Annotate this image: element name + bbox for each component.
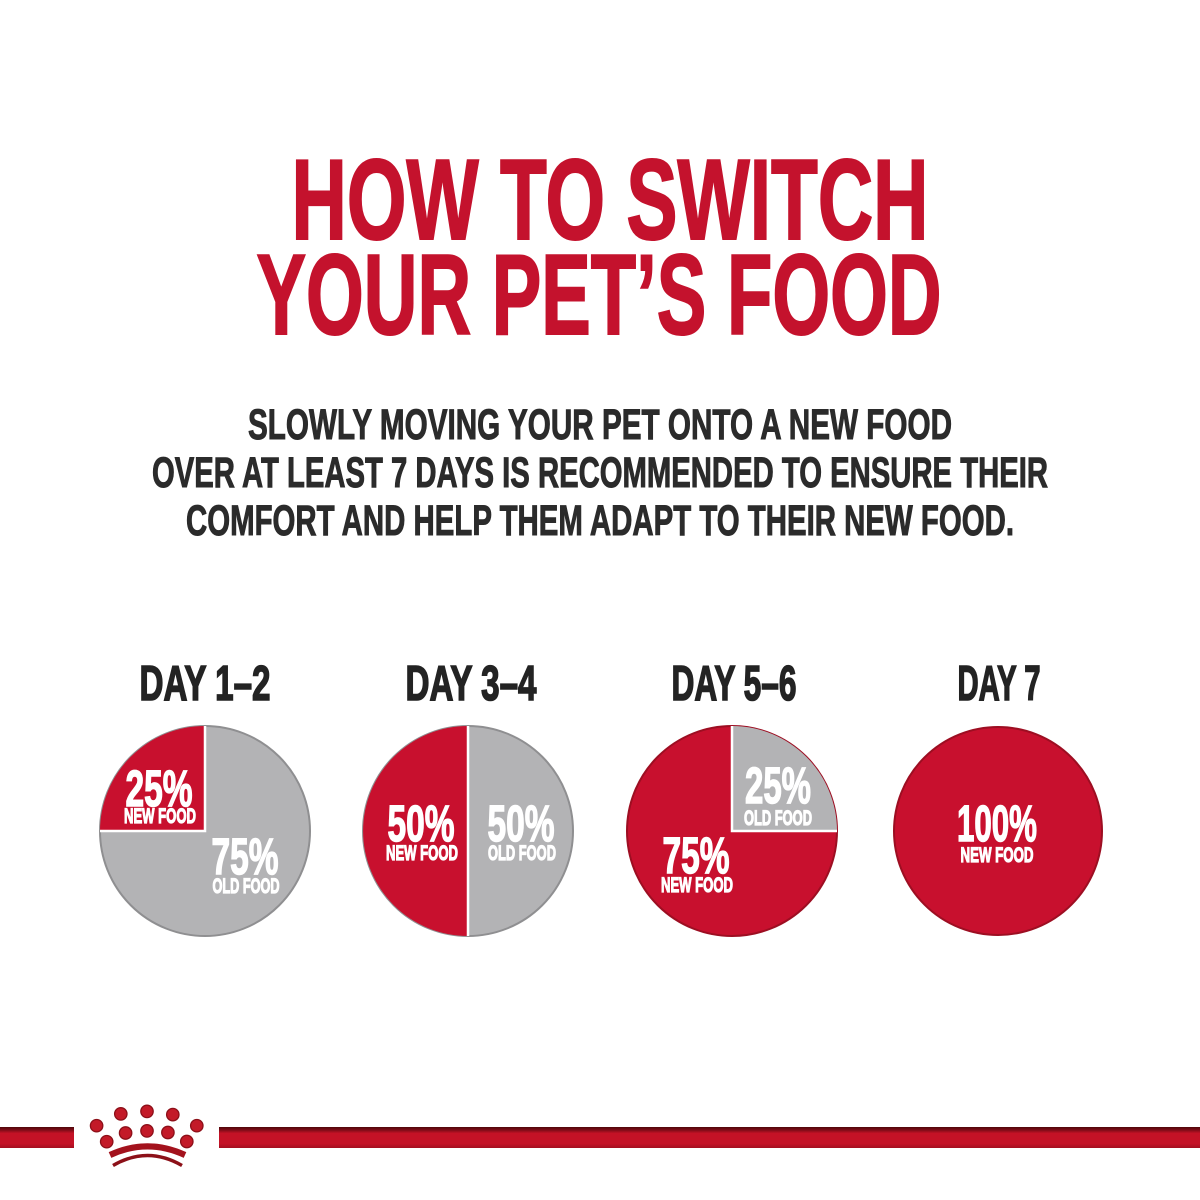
svg-text:COMFORT AND HELP THEM ADAPT TO: COMFORT AND HELP THEM ADAPT TO THEIR NEW… — [186, 497, 1014, 545]
svg-text:NEW FOOD: NEW FOOD — [661, 874, 733, 897]
svg-text:NEW FOOD: NEW FOOD — [124, 805, 196, 828]
svg-text:OLD FOOD: OLD FOOD — [488, 842, 556, 865]
svg-text:75%: 75% — [663, 827, 730, 884]
svg-text:YOUR PET’S FOOD: YOUR PET’S FOOD — [257, 232, 942, 359]
svg-text:25%: 25% — [126, 760, 193, 817]
svg-text:NEW FOOD: NEW FOOD — [961, 844, 1034, 867]
svg-text:DAY 1–2: DAY 1–2 — [140, 657, 271, 711]
svg-text:OLD FOOD: OLD FOOD — [744, 807, 812, 830]
svg-text:SLOWLY MOVING YOUR PET ONTO A: SLOWLY MOVING YOUR PET ONTO A NEW FOOD — [248, 401, 952, 449]
svg-text:DAY 7: DAY 7 — [958, 657, 1041, 711]
svg-text:75%: 75% — [212, 828, 279, 885]
svg-text:NEW FOOD: NEW FOOD — [386, 842, 458, 865]
svg-text:25%: 25% — [745, 757, 811, 814]
svg-text:OLD FOOD: OLD FOOD — [213, 875, 280, 898]
svg-text:DAY 5–6: DAY 5–6 — [672, 657, 797, 711]
svg-text:OVER AT LEAST 7 DAYS IS RECOMM: OVER AT LEAST 7 DAYS IS RECOMMENDED TO E… — [152, 449, 1048, 497]
svg-text:100%: 100% — [957, 795, 1037, 852]
svg-text:DAY 3–4: DAY 3–4 — [406, 657, 537, 711]
svg-text:50%: 50% — [488, 795, 555, 852]
svg-text:HOW TO SWITCH: HOW TO SWITCH — [292, 137, 929, 264]
svg-text:50%: 50% — [388, 795, 455, 852]
